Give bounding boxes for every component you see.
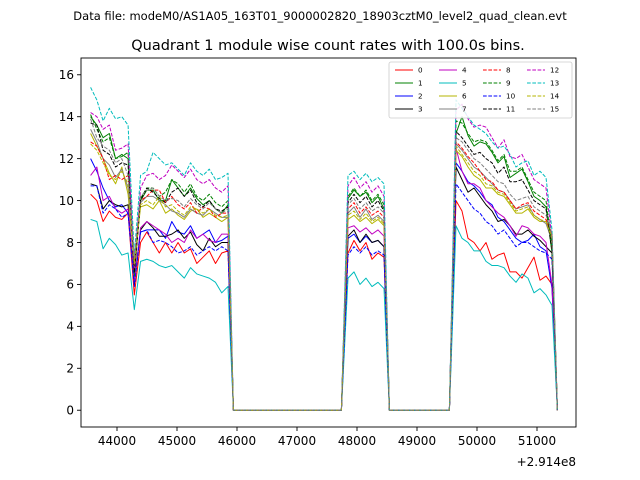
legend-label-1: 1 [418,79,423,88]
legend-label-9: 9 [506,79,511,88]
y-tick-label: 10 [59,194,74,208]
x-tick-label: 51000 [518,434,556,448]
y-tick-label: 16 [59,68,74,82]
x-tick-label: 46000 [218,434,256,448]
series-line-8 [90,141,558,411]
y-tick-label: 4 [66,320,74,334]
legend-label-12: 12 [550,66,559,75]
x-offset-label: +2.914e8 [517,455,576,469]
series-line-14 [90,143,558,411]
x-tick-label: 45000 [158,434,196,448]
y-tick-label: 14 [59,110,74,124]
y-tick-label: 2 [66,362,74,376]
x-tick-label: 50000 [458,434,496,448]
x-tick-label: 44000 [98,434,136,448]
legend-label-8: 8 [506,66,511,75]
series-line-9 [90,114,558,411]
legend-label-10: 10 [506,92,516,101]
legend-label-13: 13 [550,79,559,88]
legend-label-2: 2 [418,92,423,101]
x-tick-label: 49000 [398,434,436,448]
legend-label-11: 11 [506,105,515,114]
chart-suptitle: Data file: modeM0/AS1A05_163T01_90000028… [73,9,567,23]
plot-area: 44000 45000 46000 47000 48000 49000 50000 51000… [59,57,577,469]
legend-label-3: 3 [418,105,423,114]
x-tick-label: 47000 [278,434,316,448]
legend-label-15: 15 [550,105,559,114]
y-tick-label: 12 [59,152,74,166]
legend-label-7: 7 [462,105,467,114]
legend-label-4: 4 [462,66,467,75]
legend-label-6: 6 [462,92,467,101]
axes-background [81,58,576,427]
y-tick-label: 6 [66,278,74,292]
legend-label-5: 5 [462,79,467,88]
y-tick-label: 0 [66,404,74,418]
y-tick-label: 8 [66,236,74,250]
chart-title: Quadrant 1 module wise count rates with … [131,38,525,54]
x-tick-label: 48000 [338,434,376,448]
legend-label-14: 14 [550,92,560,101]
legend-label-0: 0 [418,66,423,75]
legend-box [388,61,573,119]
